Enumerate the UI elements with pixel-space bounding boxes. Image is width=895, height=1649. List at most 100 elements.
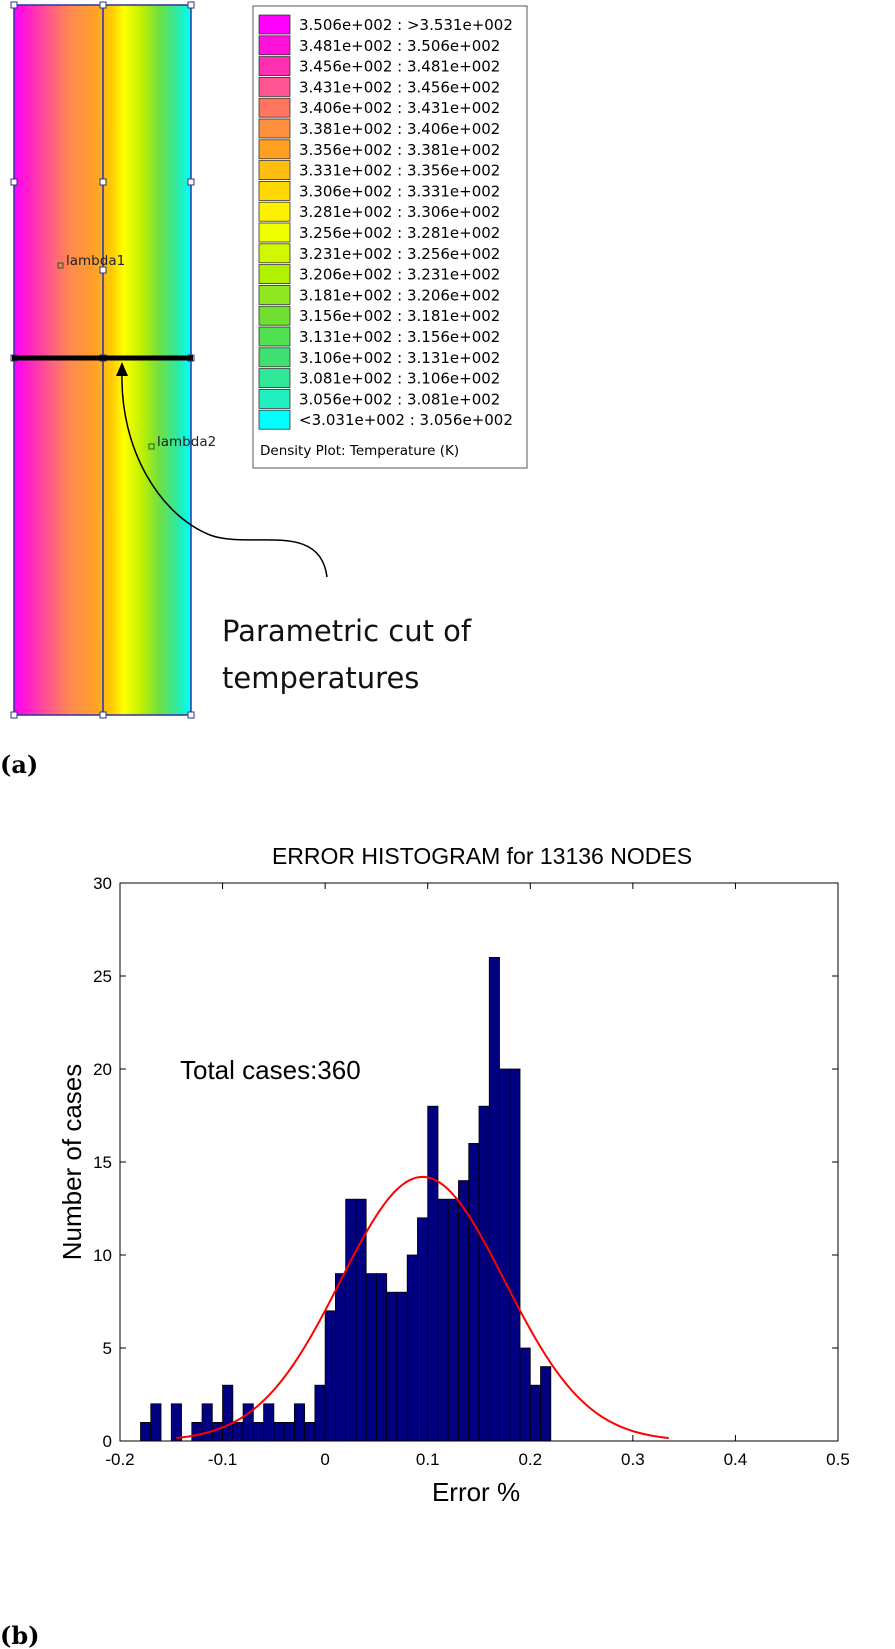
x-tick-label: 0.3	[621, 1450, 645, 1469]
histogram-bar	[396, 1291, 408, 1442]
y-tick-label: 10	[93, 1246, 112, 1265]
mesh-nodes	[10, 1, 195, 719]
legend-swatch	[258, 97, 291, 118]
histogram-bar	[365, 1273, 377, 1442]
x-axis-label: Error %	[432, 1477, 520, 1507]
annotation-line-1: Parametric cut of	[222, 614, 472, 648]
histogram-bar	[304, 1422, 316, 1442]
mesh-node	[187, 711, 195, 719]
lambda1-label: lambda1	[66, 253, 125, 269]
legend-item-label: 3.156e+002 : 3.181e+002	[299, 307, 500, 325]
legend-item-label: 3.056e+002 : 3.081e+002	[299, 390, 500, 408]
lambda2-label: lambda2	[157, 434, 216, 450]
lambda1-marker: lambda1	[57, 253, 125, 269]
y-tick-label: 15	[93, 1153, 112, 1172]
panel-label-a: (a)	[0, 750, 38, 779]
mesh-node	[10, 178, 18, 186]
legend-item-label: 3.381e+002 : 3.406e+002	[299, 120, 500, 138]
legend-item-label: 3.431e+002 : 3.456e+002	[299, 78, 500, 96]
legend-item-label: 3.281e+002 : 3.306e+002	[299, 203, 500, 221]
legend-item-label: 3.231e+002 : 3.256e+002	[299, 245, 500, 263]
legend-swatch	[258, 118, 291, 139]
mesh-node	[99, 711, 107, 719]
histogram-bar	[376, 1273, 388, 1442]
legend-swatch	[258, 35, 291, 56]
y-tick-label: 5	[103, 1339, 112, 1358]
histogram-bar	[427, 1105, 439, 1442]
mesh-node	[187, 178, 195, 186]
mesh-node	[10, 711, 18, 719]
mesh-node	[99, 266, 107, 274]
x-tick-label: 0.5	[826, 1450, 850, 1469]
legend-item-label: 3.206e+002 : 3.231e+002	[299, 266, 500, 284]
histogram-bar	[293, 1403, 306, 1442]
legend-item-label: 3.481e+002 : 3.506e+002	[299, 37, 500, 55]
histogram-bar	[417, 1217, 429, 1442]
legend-item-label: 3.106e+002 : 3.131e+002	[299, 349, 500, 367]
histogram-bar	[447, 1198, 459, 1442]
legend-item-label: 3.506e+002 : >3.531e+002	[299, 16, 513, 34]
histogram-bar	[201, 1403, 213, 1442]
legend-swatch	[258, 180, 291, 201]
histogram-bar	[334, 1273, 347, 1442]
legend-swatch	[258, 305, 291, 326]
annotation-line-2: temperatures	[222, 661, 419, 695]
legend-item-label: 3.456e+002 : 3.481e+002	[299, 58, 500, 76]
legend-swatch	[258, 284, 291, 305]
legend-box	[252, 5, 528, 469]
legend-swatch	[258, 409, 291, 430]
legend-item-label: 3.256e+002 : 3.281e+002	[299, 224, 500, 242]
legend-swatch	[258, 368, 291, 389]
legend-swatch	[258, 77, 291, 97]
histogram-bar	[540, 1366, 552, 1442]
legend-item-label: 3.181e+002 : 3.206e+002	[299, 286, 500, 304]
legend-item-label: 3.331e+002 : 3.356e+002	[299, 162, 500, 180]
x-tick-label: 0.1	[416, 1450, 440, 1469]
histogram-bar	[519, 1347, 531, 1442]
legend: 3.506e+002 : >3.531e+002 3.481e+002 : 3.5…	[252, 5, 528, 469]
panel-b: ERROR HISTOGRAM for 13136 NODES -0.2 -0.1…	[0, 843, 850, 1649]
y-tick-label: 25	[93, 967, 112, 986]
histogram-bar	[406, 1254, 418, 1442]
legend-swatch	[258, 347, 291, 368]
x-tick-label: -0.2	[105, 1450, 134, 1469]
axis-ticks: -0.2 -0.1 0 0.1 0.2 0.3 0.4 0.5 0 5 10 15 20 25 30	[93, 874, 850, 1469]
y-tick-label: 30	[93, 874, 112, 893]
histogram-bar	[386, 1291, 398, 1442]
legend-swatch	[258, 388, 291, 409]
histogram-bar	[529, 1384, 541, 1442]
legend-item-label: <3.031e+002 : 3.056e+002	[299, 411, 513, 429]
histogram-bar	[499, 1068, 511, 1442]
histogram-bar	[150, 1403, 162, 1442]
legend-swatch	[258, 139, 291, 160]
histogram-bar	[263, 1403, 275, 1442]
chart-title: ERROR HISTOGRAM for 13136 NODES	[272, 843, 692, 869]
histogram-bar	[191, 1422, 203, 1442]
legend-item-label: 3.406e+002 : 3.431e+002	[299, 99, 500, 117]
mesh-node	[187, 1, 195, 9]
histogram-bar	[468, 1142, 480, 1442]
legend-swatch	[258, 222, 291, 243]
legend-swatch	[258, 56, 291, 76]
panel-label-b: (b)	[0, 1621, 40, 1649]
histogram-bar	[283, 1422, 295, 1442]
mesh-node	[10, 1, 18, 9]
histogram-bar	[314, 1384, 326, 1442]
legend-caption: Density Plot: Temperature (K)	[260, 443, 459, 459]
lambda2-marker: lambda2	[148, 434, 216, 450]
x-tick-label: 0.2	[518, 1450, 542, 1469]
legend-swatch	[258, 326, 291, 347]
legend-swatch	[258, 201, 291, 222]
y-tick-label: 0	[103, 1432, 112, 1451]
histogram-bars	[140, 956, 552, 1442]
histogram-bar	[232, 1422, 244, 1442]
legend-item-label: 3.306e+002 : 3.331e+002	[299, 182, 500, 200]
histogram-bar	[345, 1198, 357, 1442]
legend-item-label: 3.356e+002 : 3.381e+002	[299, 141, 500, 159]
histogram-bar	[478, 1105, 490, 1442]
histogram-bar	[273, 1422, 285, 1442]
arrow-head-icon	[116, 362, 128, 376]
legend-swatch	[258, 160, 291, 181]
mesh-node	[99, 178, 107, 186]
histogram-bar	[488, 956, 500, 1442]
